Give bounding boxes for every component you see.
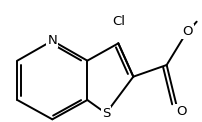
- Text: Cl: Cl: [112, 15, 125, 28]
- Text: O: O: [182, 25, 193, 38]
- Text: S: S: [102, 107, 110, 120]
- Text: O: O: [176, 105, 187, 118]
- Text: N: N: [47, 34, 57, 47]
